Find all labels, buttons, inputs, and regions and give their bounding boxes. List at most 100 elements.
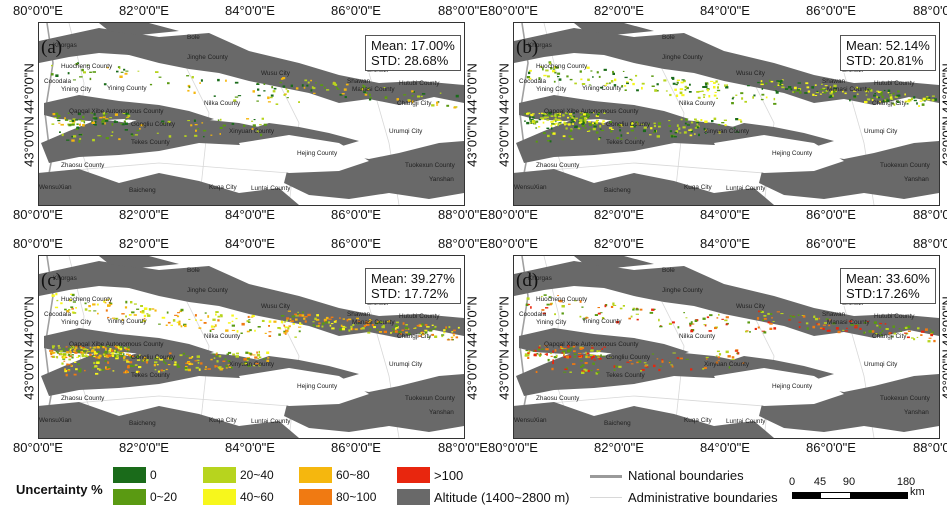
uncertainty-pixel: [583, 122, 585, 124]
uncertainty-pixel: [75, 307, 77, 309]
uncertainty-pixel: [572, 123, 574, 125]
uncertainty-pixel: [542, 121, 545, 124]
uncertainty-pixel: [130, 301, 133, 304]
place-name: Yanshan: [429, 409, 454, 416]
uncertainty-pixel: [365, 92, 368, 94]
uncertainty-pixel: [299, 322, 302, 325]
uncertainty-pixel: [231, 122, 235, 125]
place-name: Nilka County: [204, 100, 241, 107]
uncertainty-pixel: [127, 366, 130, 369]
uncertainty-pixel: [167, 82, 170, 85]
uncertainty-pixel: [589, 354, 593, 356]
uncertainty-pixel: [56, 356, 59, 359]
uncertainty-pixel: [640, 123, 644, 125]
uncertainty-pixel: [828, 324, 831, 327]
uncertainty-pixel: [835, 90, 837, 92]
uncertainty-pixel: [197, 362, 200, 364]
uncertainty-pixel: [184, 324, 187, 328]
place-name: Khorgas: [53, 275, 77, 282]
uncertainty-pixel: [552, 350, 554, 353]
uncertainty-pixel: [365, 321, 369, 324]
uncertainty-pixel: [74, 119, 78, 121]
uncertainty-pixel: [879, 94, 883, 96]
basin-area: [714, 368, 844, 406]
uncertainty-pixel: [539, 345, 541, 347]
longitude-label: 88°0'0"E: [913, 207, 947, 222]
uncertainty-pixel: [66, 139, 70, 141]
map-frame: Bole Khorgas Jinghe County Huocheng County W…: [513, 22, 940, 206]
uncertainty-pixel: [96, 303, 99, 306]
uncertainty-pixel: [283, 330, 286, 333]
uncertainty-pixel: [337, 88, 340, 90]
uncertainty-pixel: [626, 82, 629, 85]
place-name: Yining County: [582, 318, 622, 325]
uncertainty-pixel: [187, 362, 190, 364]
uncertainty-pixel: [68, 309, 71, 311]
uncertainty-pixel: [298, 330, 301, 333]
uncertainty-pixel: [455, 336, 459, 339]
uncertainty-pixel: [931, 95, 935, 97]
uncertainty-pixel: [679, 132, 682, 134]
uncertainty-pixel: [83, 71, 86, 74]
uncertainty-pixel: [622, 70, 625, 72]
uncertainty-pixel: [877, 96, 880, 99]
uncertainty-pixel: [550, 120, 554, 123]
uncertainty-pixel: [120, 354, 124, 357]
uncertainty-pixel: [535, 127, 538, 129]
uncertainty-pixel: [888, 332, 891, 335]
uncertainty-pixel: [130, 355, 132, 359]
uncertainty-pixel: [765, 82, 768, 85]
uncertainty-pixel: [757, 326, 760, 329]
uncertainty-pixel: [431, 333, 434, 336]
uncertainty-pixel: [429, 329, 433, 332]
uncertainty-pixel: [913, 99, 917, 102]
uncertainty-pixel: [267, 101, 271, 103]
uncertainty-pixel: [870, 89, 873, 92]
longitude-label: 82°0'0"E: [594, 440, 644, 455]
uncertainty-pixel: [257, 358, 260, 360]
uncertainty-pixel: [716, 97, 718, 99]
uncertainty-pixel: [342, 318, 345, 320]
uncertainty-pixel: [122, 359, 126, 361]
uncertainty-pixel: [713, 82, 716, 84]
stats-mean: Mean: 33.60%: [846, 271, 930, 286]
uncertainty-pixel: [79, 123, 81, 126]
uncertainty-pixel: [723, 119, 727, 121]
uncertainty-pixel: [125, 353, 129, 356]
uncertainty-pixel: [565, 355, 569, 358]
uncertainty-pixel: [73, 350, 76, 352]
panel-letter: (b): [516, 37, 539, 58]
uncertainty-pixel: [125, 315, 127, 318]
uncertainty-pixel: [57, 114, 61, 117]
uncertainty-pixel: [672, 321, 675, 324]
uncertainty-pixel: [765, 96, 768, 99]
uncertainty-pixel: [632, 307, 636, 310]
uncertainty-pixel: [67, 112, 70, 114]
uncertainty-pixel: [725, 323, 728, 326]
uncertainty-pixel: [116, 351, 120, 354]
uncertainty-pixel: [686, 86, 689, 90]
uncertainty-pixel: [890, 97, 892, 99]
uncertainty-pixel: [726, 84, 728, 87]
uncertainty-pixel: [106, 345, 110, 348]
uncertainty-pixel: [139, 127, 141, 130]
uncertainty-pixel: [579, 119, 583, 122]
uncertainty-pixel: [267, 96, 270, 100]
uncertainty-pixel: [162, 123, 165, 125]
uncertainty-pixel: [304, 320, 307, 323]
uncertainty-pixel: [554, 66, 556, 69]
uncertainty-pixel: [763, 331, 767, 334]
place-name: Yining City: [536, 319, 567, 326]
uncertainty-pixel: [122, 353, 125, 356]
uncertainty-pixel: [51, 349, 54, 352]
uncertainty-pixel: [584, 362, 588, 365]
uncertainty-pixel: [51, 294, 55, 297]
place-name: Tuokexun County: [880, 395, 931, 402]
legend-label-6: >100: [434, 468, 464, 483]
uncertainty-pixel: [884, 99, 886, 102]
uncertainty-pixel: [584, 119, 587, 122]
basin-area: [606, 63, 634, 75]
uncertainty-pixel: [562, 350, 566, 353]
uncertainty-pixel: [873, 321, 877, 324]
uncertainty-pixel: [777, 82, 780, 84]
